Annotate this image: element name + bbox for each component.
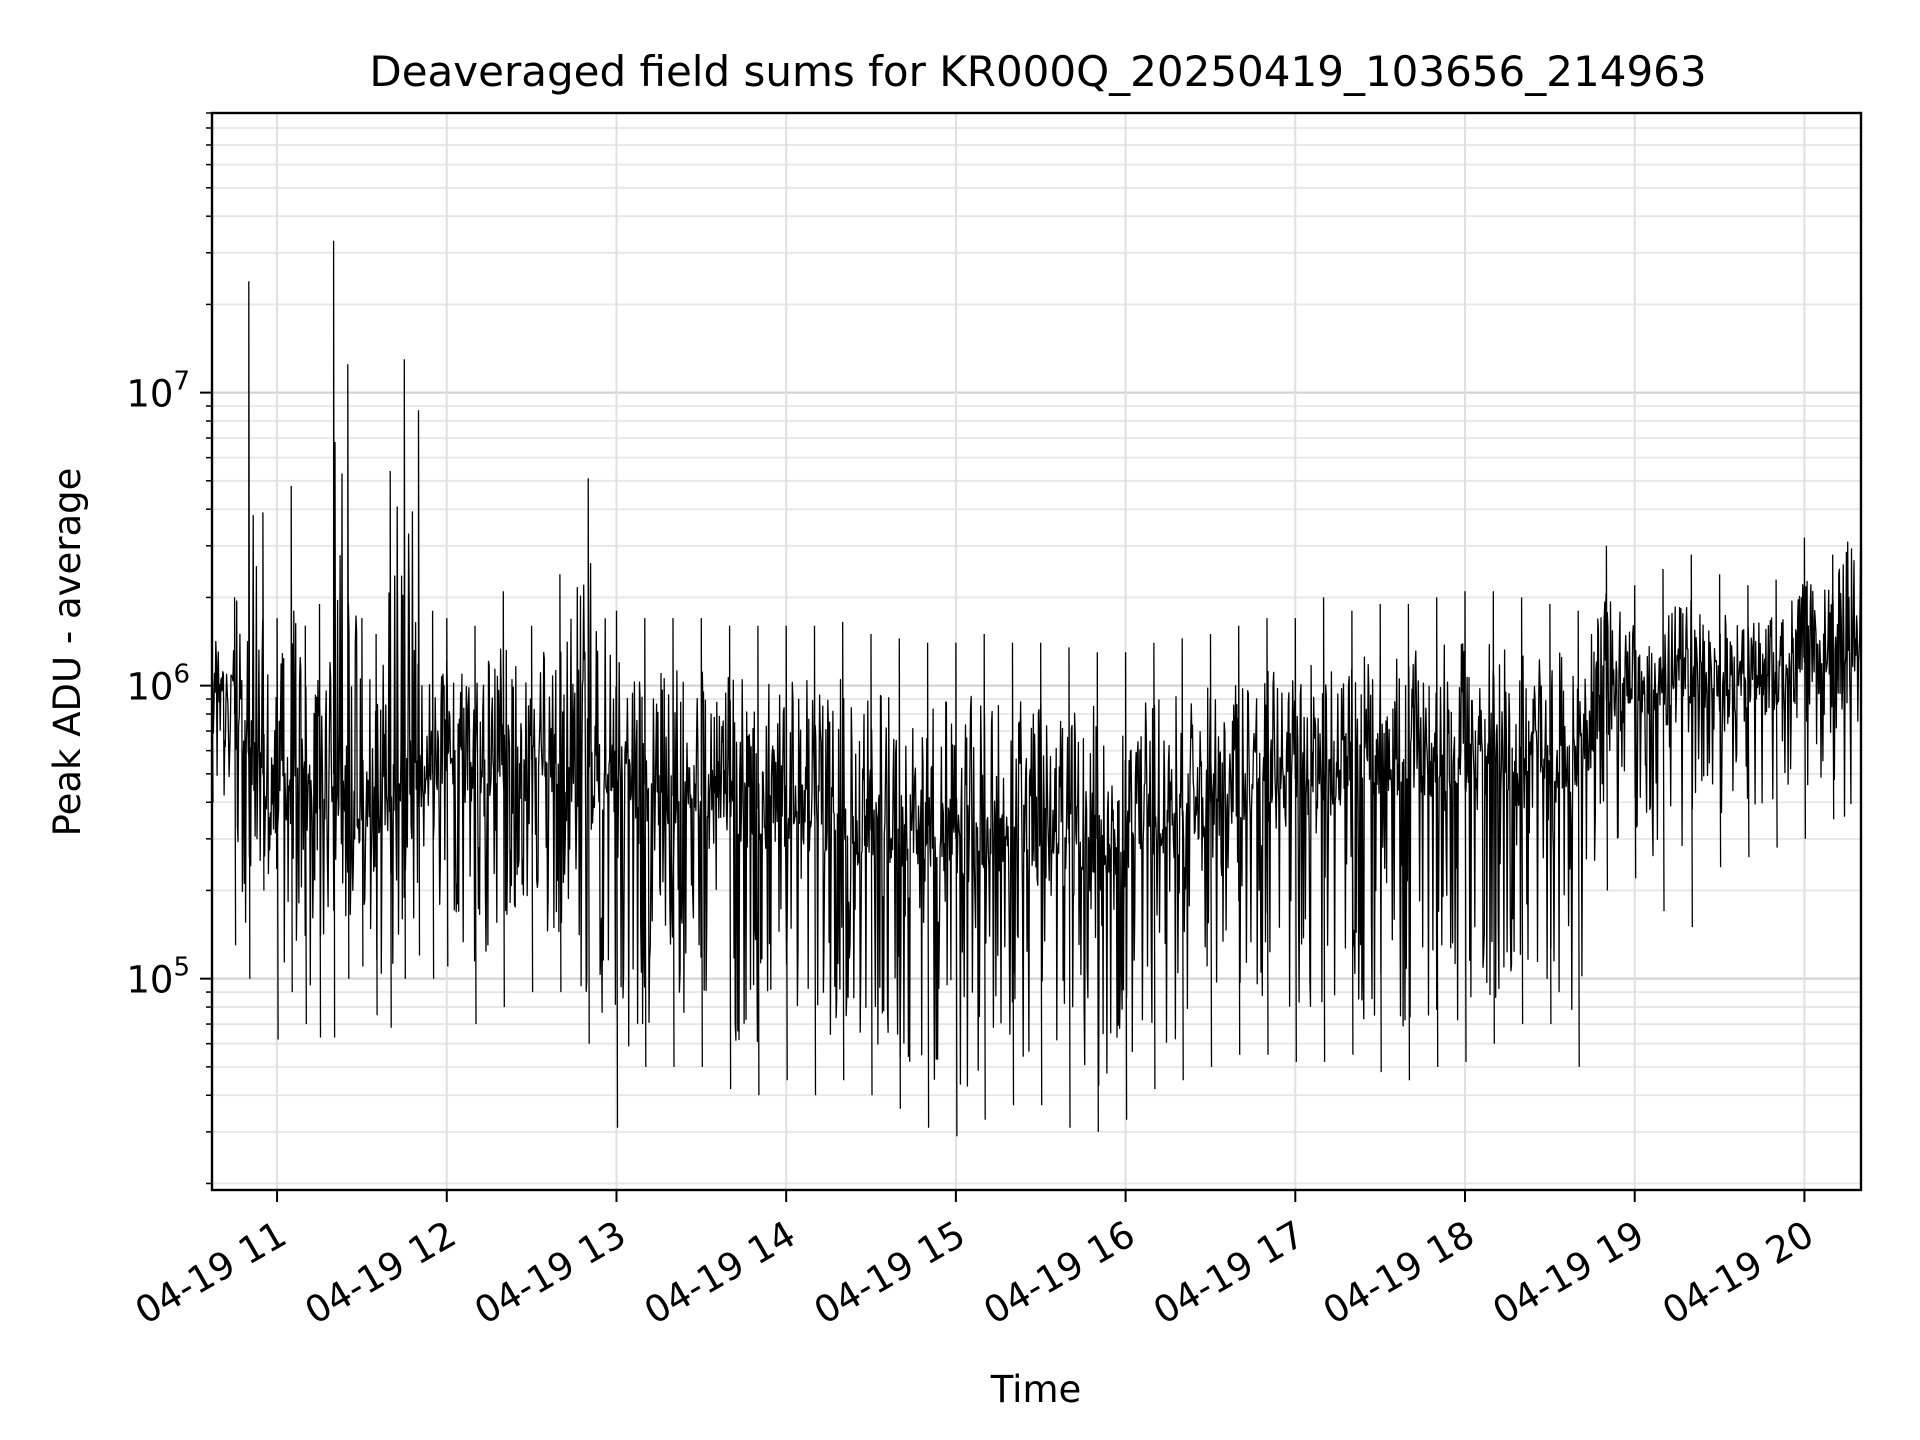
series-polyline: [212, 441, 1861, 1087]
series-line: [212, 240, 1861, 1137]
plot-frame: [210, 111, 1863, 1192]
series-extremes: [212, 240, 1861, 1137]
chart-title: Deaveraged field sums for KR000Q_2025041…: [369, 47, 1706, 96]
y-major-gridlines: [212, 391, 1861, 980]
y-axis-label: Peak ADU - average: [46, 468, 89, 837]
x-axis-label: Time: [990, 1368, 1082, 1411]
